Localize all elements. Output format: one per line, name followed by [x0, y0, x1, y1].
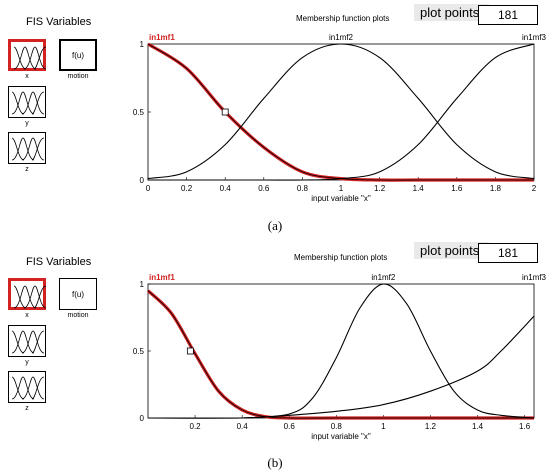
- x-tick-label: 1.6: [519, 422, 531, 431]
- x-tick-label: 0.4: [237, 422, 249, 431]
- membership-icon: [11, 330, 45, 354]
- plot-area: [147, 43, 535, 181]
- membership-icon: [11, 137, 45, 161]
- membership-chart[interactable]: 0 0.5 1 0.2 0.4 0.6 0.8 1 1.2 1.4 1.6 input variabl…: [130, 270, 546, 450]
- y-tick-label: 0.5: [133, 347, 145, 356]
- variable-x-block[interactable]: [8, 278, 47, 310]
- x-axis-label: input variable "x": [311, 432, 371, 441]
- mf-label-in1mf2: in1mf2: [329, 33, 354, 42]
- mf-curve-in1mf3[interactable]: [147, 315, 535, 419]
- rule-block-label: f(u): [72, 50, 84, 60]
- variable-x-label: x: [25, 312, 29, 319]
- x-tick-label: 0.4: [220, 184, 232, 193]
- x-tick-label: 0.2: [181, 184, 193, 193]
- membership-icon: [13, 46, 47, 70]
- variable-x-label: x: [25, 73, 29, 80]
- y-tick-label: 1: [140, 40, 145, 49]
- x-tick-label: 0.2: [190, 422, 202, 431]
- panel-a: FIS Variables x f(u) motion y z Membersh…: [0, 0, 550, 237]
- variable-x-block[interactable]: [8, 39, 47, 71]
- variable-y-label: y: [25, 120, 29, 127]
- rule-block-caption: motion: [67, 73, 89, 80]
- variable-z-label: z: [25, 166, 29, 173]
- plot-points-input[interactable]: 181: [478, 243, 538, 263]
- plot-points-label: plot points:: [414, 4, 489, 21]
- x-tick-label: 1.8: [490, 184, 502, 193]
- plot-area: [147, 283, 535, 419]
- variable-y-block[interactable]: [8, 86, 46, 118]
- y-tick-label: 0: [140, 176, 145, 185]
- fis-variables-title: FIS Variables: [26, 256, 92, 268]
- x-tick-label: 0.8: [331, 422, 343, 431]
- x-tick-label: 2: [532, 184, 537, 193]
- rule-block[interactable]: f(u): [59, 278, 97, 310]
- x-tick-label: 1.4: [472, 422, 484, 431]
- membership-icon: [11, 376, 45, 400]
- variable-y-block[interactable]: [8, 325, 46, 357]
- plot-title: Membership function plots: [294, 253, 388, 262]
- mf-handle-marker[interactable]: [221, 108, 229, 116]
- rule-block-label: f(u): [72, 289, 84, 299]
- rule-block[interactable]: f(u): [59, 39, 97, 71]
- mf-label-in1mf2: in1mf2: [371, 273, 396, 282]
- rule-block-caption: motion: [67, 312, 89, 319]
- mf-label-in1mf3: in1mf3: [522, 273, 546, 282]
- mf-label-in1mf3: in1mf3: [522, 33, 546, 42]
- x-tick-label: 1.6: [451, 184, 463, 193]
- x-tick-label: 0.6: [258, 184, 270, 193]
- panel-b: FIS Variables x f(u) motion y z Membersh…: [0, 237, 550, 475]
- x-tick-label: 1: [339, 184, 344, 193]
- x-tick-label: 1: [381, 422, 386, 431]
- variable-z-label: z: [25, 405, 29, 412]
- x-tick-label: 1.4: [413, 184, 425, 193]
- y-tick-label: 0.5: [133, 108, 145, 117]
- variable-y-label: y: [25, 359, 29, 366]
- x-axis-label: input variable "x": [311, 194, 371, 203]
- plot-points-label: plot points:: [414, 242, 489, 259]
- mf-label-in1mf1: in1mf1: [149, 273, 175, 282]
- variable-z-block[interactable]: [8, 371, 46, 403]
- x-tick-label: 1.2: [425, 422, 437, 431]
- mf-label-in1mf1: in1mf1: [149, 33, 175, 42]
- x-tick-label: 0: [146, 184, 151, 193]
- mf-curve-in1mf2[interactable]: [242, 283, 535, 419]
- mf-handle-marker[interactable]: [186, 347, 194, 355]
- plot-title: Membership function plots: [296, 14, 390, 23]
- y-tick-label: 0: [140, 414, 145, 423]
- x-tick-label: 1.2: [374, 184, 386, 193]
- membership-icon: [13, 285, 47, 309]
- figure-caption: (a): [267, 218, 283, 233]
- mf-curve-in1mf2[interactable]: [147, 43, 535, 180]
- x-tick-label: 0.6: [284, 422, 296, 431]
- plot-points-input[interactable]: 181: [478, 5, 538, 25]
- membership-chart[interactable]: 0 0.5 1 0 0.2 0.4 0.6 0.8 1 1.2 1.4 1.6 1.8 2 input va…: [130, 30, 546, 212]
- mf-curve-in1mf3[interactable]: [147, 43, 535, 181]
- x-tick-label: 0.8: [297, 184, 309, 193]
- variable-z-block[interactable]: [8, 132, 46, 164]
- y-tick-label: 1: [140, 280, 145, 289]
- membership-icon: [11, 91, 45, 115]
- fis-variables-title: FIS Variables: [26, 16, 92, 28]
- figure-caption: (b): [267, 455, 283, 470]
